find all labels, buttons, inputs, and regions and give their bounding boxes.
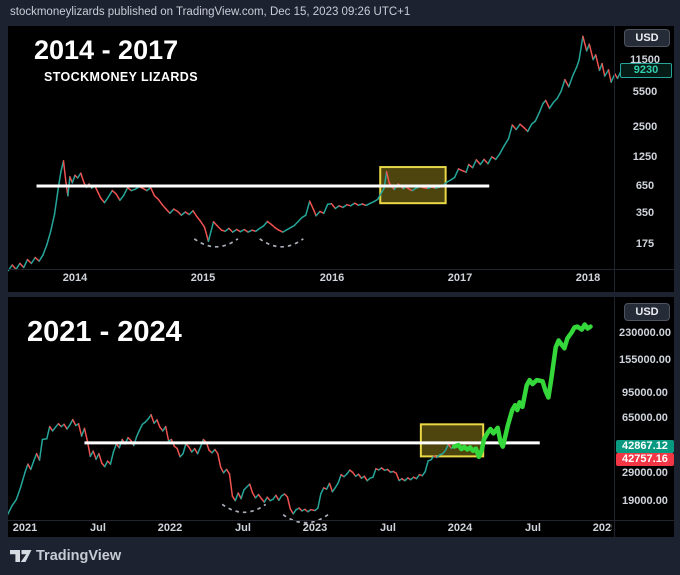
- x-axis-tick: 2025: [592, 522, 612, 534]
- attribution-bar: stockmoneylizards published on TradingVi…: [0, 0, 680, 26]
- price-axis-divider: [614, 26, 615, 292]
- y-axis-tick: 230000.00: [619, 327, 671, 339]
- y-axis-tick: 155000.00: [619, 354, 671, 366]
- x-axis-tick: Jul: [90, 522, 106, 534]
- x-axis-tick: Jul: [380, 522, 396, 534]
- price-badge-red: 42757.16: [616, 453, 674, 466]
- footer-bar: TradingView: [0, 537, 680, 575]
- currency-button[interactable]: USD: [624, 303, 670, 321]
- y-axis-tick: 350: [635, 207, 655, 219]
- x-axis-tick: Jul: [525, 522, 541, 534]
- y-axis-tick: 650: [635, 180, 655, 192]
- price-badge-green: 42867.12: [616, 440, 674, 453]
- y-axis-tick: 65000.00: [622, 412, 668, 424]
- y-axis-tick: 11500: [630, 54, 660, 66]
- time-axis-divider: [8, 520, 674, 521]
- x-axis-tick: 2016: [319, 272, 345, 284]
- y-axis-tick: 95000.00: [622, 387, 668, 399]
- x-axis-tick: 2021: [12, 522, 38, 534]
- last-price-badge: 9230: [620, 63, 672, 78]
- y-axis-tick: 2500: [632, 121, 658, 133]
- y-axis-tick: 29000.00: [622, 467, 668, 479]
- y-axis-tick: 175: [635, 238, 655, 250]
- y-axis-tick: 19000.00: [622, 495, 668, 507]
- y-axis-tick: 5500: [632, 86, 658, 98]
- x-axis-tick: 2014: [62, 272, 88, 284]
- x-axis-tick: 2017: [447, 272, 473, 284]
- x-axis-tick: Jul: [235, 522, 251, 534]
- currency-button[interactable]: USD: [624, 29, 670, 47]
- price-plot-2014-2017: [8, 35, 628, 272]
- y-axis-tick: 1250: [632, 151, 658, 163]
- chart2-title: 2021 - 2024: [27, 316, 182, 348]
- tradingview-brand-text: TradingView: [36, 548, 122, 564]
- chart1-title: 2014 - 2017: [34, 35, 179, 65]
- x-axis-tick: 2018: [575, 272, 601, 284]
- attribution-text: stockmoneylizards published on TradingVi…: [10, 6, 411, 18]
- tradingview-logo-icon: [10, 550, 32, 562]
- x-axis-tick: 2024: [447, 522, 473, 534]
- price-axis-divider: [614, 297, 615, 537]
- x-axis-tick: 2022: [157, 522, 183, 534]
- chart-canvas-2014-2017[interactable]: 2014 2015 2016 2017 2018 2014 - 2017 STOCKMO…: [8, 26, 674, 292]
- time-axis-labels: 2014 2015 2016 2017 2018: [8, 26, 612, 292]
- time-axis-divider: [8, 269, 674, 270]
- x-axis-tick: 2015: [190, 272, 216, 284]
- time-axis-labels: 2021 Jul 2022 Jul 2023 Jul 2024 Jul 2025: [8, 297, 612, 537]
- price-plot-2021-2024: [8, 322, 593, 524]
- chart-canvas-2021-2024[interactable]: 2021 Jul 2022 Jul 2023 Jul 2024 Jul 2025 2021 - …: [8, 297, 674, 537]
- x-axis-tick: 2023: [302, 522, 328, 534]
- chart1-subtitle: STOCKMONEY LIZARDS: [44, 70, 198, 84]
